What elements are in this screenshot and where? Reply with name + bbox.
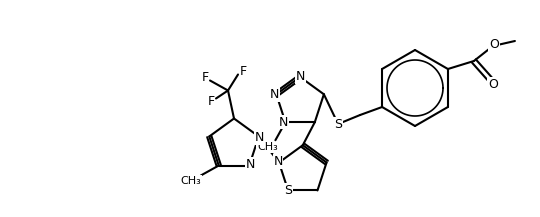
Text: F: F (239, 65, 247, 78)
Text: N: N (269, 88, 279, 101)
Text: S: S (334, 117, 342, 130)
Text: F: F (201, 71, 208, 84)
Text: N: N (295, 71, 305, 84)
Text: S: S (284, 184, 292, 197)
Text: N: N (273, 155, 283, 168)
Text: CH₃: CH₃ (180, 176, 201, 186)
Text: CH₃: CH₃ (257, 142, 278, 152)
Text: N: N (279, 116, 288, 129)
Text: N: N (246, 158, 255, 171)
Text: O: O (488, 77, 498, 90)
Text: O: O (489, 38, 499, 51)
Text: F: F (207, 95, 214, 108)
Text: N: N (255, 131, 265, 144)
